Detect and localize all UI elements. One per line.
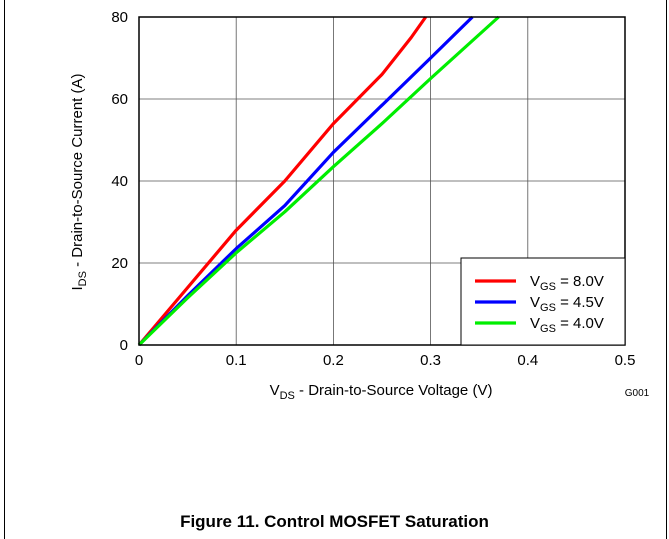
page-frame-left: [4, 0, 5, 539]
x-tick-label: 0.2: [323, 352, 344, 369]
legend-label: VGS = 4.5V: [530, 294, 604, 314]
x-tick-label: 0.3: [420, 352, 441, 369]
page-frame-right: [666, 0, 667, 539]
chart: 0 0.1 0.2 0.3 0.4 0.5 0 20 40 60 80 IDS - Drain-to…: [69, 9, 650, 402]
y-tick-label: 60: [111, 91, 128, 108]
figure-code: G001: [625, 388, 650, 399]
x-tick-label: 0.4: [517, 352, 538, 369]
tick-labels: 0 0.1 0.2 0.3 0.4 0.5 0 20 40 60 80: [111, 9, 635, 369]
figure-caption: Figure 11. Control MOSFET Saturation: [180, 512, 489, 531]
y-tick-label: 0: [120, 337, 128, 354]
series-line-4-5v: [137, 15, 474, 347]
legend-label: VGS = 4.0V: [530, 315, 604, 335]
y-tick-label: 20: [111, 255, 128, 272]
series-lines: [137, 15, 500, 347]
series-line-4-0v: [137, 15, 500, 347]
y-tick-label: 80: [111, 9, 128, 26]
x-tick-label: 0: [135, 352, 143, 369]
y-tick-label: 40: [111, 173, 128, 190]
y-axis-label: IDS - Drain-to-Source Current (A): [69, 73, 89, 290]
x-axis-label: VDS - Drain-to-Source Voltage (V): [270, 382, 493, 402]
series-line-8-0v: [137, 16, 428, 347]
x-tick-label: 0.1: [226, 352, 247, 369]
x-tick-label: 0.5: [615, 352, 636, 369]
legend-label: VGS = 8.0V: [530, 273, 604, 293]
plot-border: [138, 16, 626, 346]
